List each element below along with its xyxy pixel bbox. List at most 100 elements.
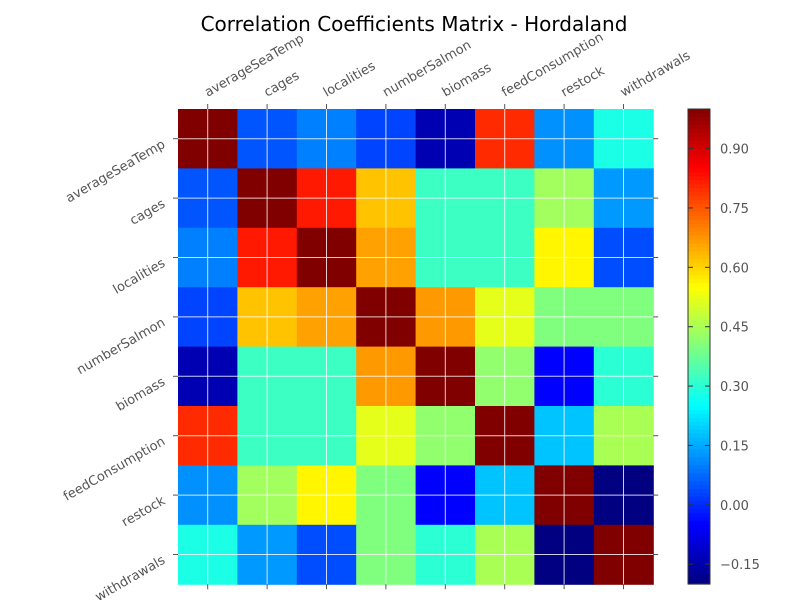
colorbar-segment — [688, 200, 710, 205]
colorbar-segment — [688, 540, 710, 546]
colorbar-segment — [688, 366, 710, 371]
colorbar-segment — [688, 310, 710, 316]
colorbar-segment — [688, 576, 710, 581]
colorbar-segment — [688, 504, 710, 510]
colorbar-segment — [688, 223, 710, 229]
colorbar-segment — [688, 346, 710, 352]
colorbar-segment — [688, 207, 710, 213]
colorbar-segment — [688, 473, 710, 478]
x-tick-label: feedConsumption — [499, 30, 606, 100]
colorbar-segment — [688, 568, 710, 573]
colorbar-segment — [688, 192, 710, 197]
chart-title: Correlation Coefficients Matrix - Hordal… — [201, 12, 628, 36]
colorbar-segment — [688, 572, 710, 577]
colorbar-segment — [688, 322, 710, 328]
colorbar-segment — [688, 544, 710, 549]
colorbar-segment — [688, 188, 710, 193]
colorbar-segment — [688, 271, 710, 276]
colorbar-segment — [688, 168, 710, 173]
colorbar-segment — [688, 164, 710, 169]
colorbar-segment — [688, 445, 710, 451]
colorbar-segment — [688, 481, 710, 486]
colorbar-segment — [688, 184, 710, 189]
colorbar-segment — [688, 417, 710, 423]
colorbar-segment — [688, 457, 710, 462]
colorbar-segment — [688, 152, 710, 158]
colorbar-segment — [688, 441, 710, 447]
colorbar-segment — [688, 235, 710, 241]
colorbar-segment — [688, 302, 710, 308]
colorbar-segment — [688, 382, 710, 387]
colorbar-segment — [688, 132, 710, 138]
colorbar-segment — [688, 413, 710, 419]
colorbar-segment — [688, 362, 710, 367]
colorbar-segment — [688, 421, 710, 427]
colorbar-segment — [688, 330, 710, 336]
colorbar-segment — [688, 338, 710, 344]
colorbar-tick-label: 0.15 — [720, 439, 749, 454]
colorbar-segment — [688, 580, 710, 585]
colorbar-segment — [688, 172, 710, 177]
colorbar-segment — [688, 279, 710, 284]
y-tick-label: localities — [111, 256, 168, 298]
colorbar-segment — [688, 394, 710, 399]
colorbar-tick-label: 0.90 — [720, 143, 749, 158]
colorbar-segment — [688, 496, 710, 502]
colorbar-segment — [688, 516, 710, 522]
colorbar-segment — [688, 180, 710, 185]
colorbar-segment — [688, 378, 710, 383]
colorbar-segment — [688, 433, 710, 439]
colorbar-segment — [688, 211, 710, 217]
colorbar-segment — [688, 144, 710, 150]
heatmap-ticks — [173, 104, 659, 590]
colorbar-segment — [688, 477, 710, 482]
colorbar-segment — [688, 358, 710, 363]
colorbar-segment — [688, 524, 710, 530]
colorbar-segment — [688, 251, 710, 257]
y-tick-label: withdrawals — [93, 553, 168, 600]
colorbar-segment — [688, 259, 710, 264]
colorbar-segment — [688, 334, 710, 340]
colorbar-segment — [688, 215, 710, 221]
colorbar-segment — [688, 196, 710, 201]
colorbar-segment — [688, 263, 710, 268]
colorbar-segment — [688, 291, 710, 296]
x-tick-label: localities — [321, 59, 378, 101]
colorbar-segment — [688, 386, 710, 391]
colorbar-segment — [688, 219, 710, 225]
colorbar-segment — [688, 564, 710, 569]
y-tick-label: biomass — [114, 375, 168, 415]
x-tick-label: biomass — [440, 60, 494, 100]
colorbar-segment — [688, 397, 710, 403]
colorbar-segment — [688, 374, 710, 379]
colorbar-segment — [688, 140, 710, 146]
colorbar-tick-label: −0.15 — [720, 558, 760, 573]
colorbar-segment — [688, 401, 710, 407]
x-tick-label: cages — [262, 68, 303, 100]
colorbar-segment — [688, 453, 710, 458]
colorbar: 0.90 0.75 0.60 0.45 0.30 0.15 0.00 −0.15 — [687, 108, 760, 585]
colorbar-segment — [688, 112, 710, 118]
colorbar-segment — [688, 354, 710, 359]
colorbar-segment — [688, 128, 710, 134]
colorbar-segment — [688, 275, 710, 280]
colorbar-segment — [688, 500, 710, 506]
colorbar-segment — [688, 120, 710, 126]
colorbar-segment — [688, 326, 710, 332]
colorbar-segment — [688, 136, 710, 142]
colorbar-segment — [688, 461, 710, 466]
colorbar-segment — [688, 512, 710, 518]
colorbar-segment — [688, 148, 710, 154]
colorbar-segment — [688, 425, 710, 431]
colorbar-segment — [688, 520, 710, 526]
colorbar-tick-label: 0.75 — [720, 202, 749, 217]
colorbar-segment — [688, 469, 710, 474]
x-tick-label: averageSeaTemp — [202, 31, 307, 100]
colorbar-segment — [688, 350, 710, 356]
colorbar-segment — [688, 239, 710, 245]
y-tick-label: averageSeaTemp — [63, 137, 168, 206]
colorbar-segment — [688, 370, 710, 375]
